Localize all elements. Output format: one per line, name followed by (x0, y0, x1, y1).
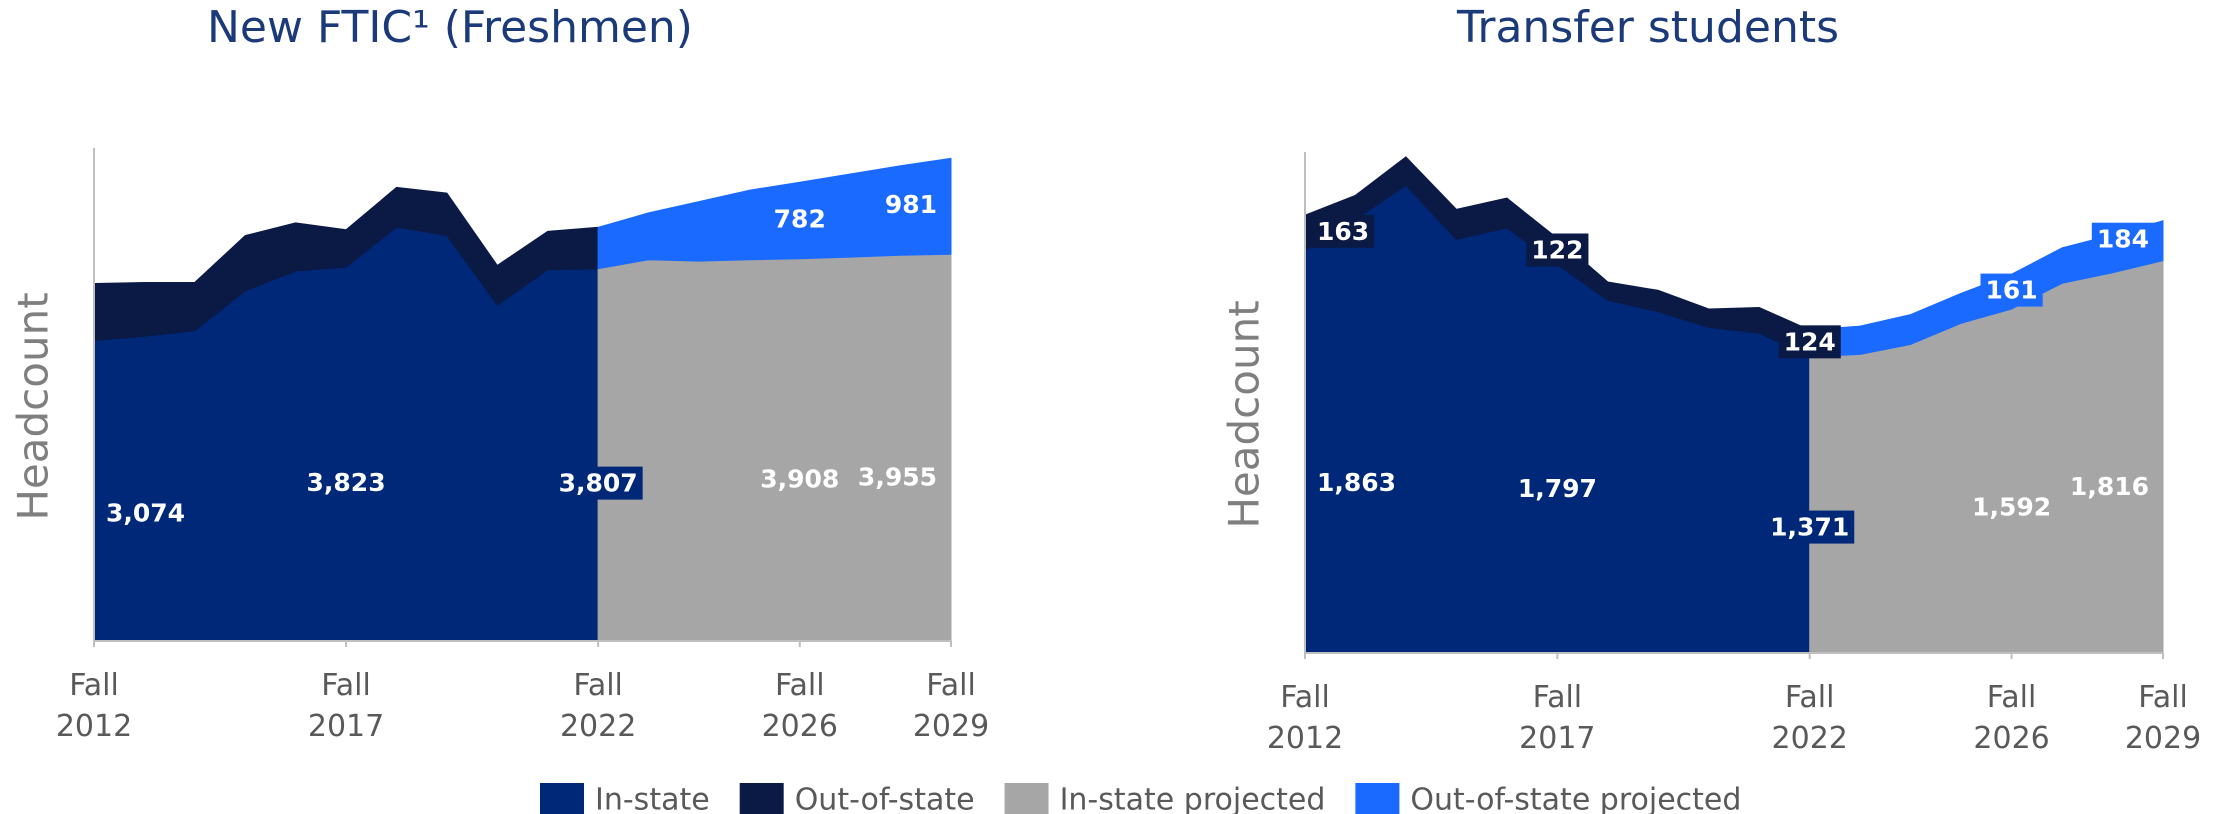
y-axis-label: Headcount (9, 292, 58, 520)
data-label-text: 981 (885, 190, 937, 219)
data-label-bg (1980, 273, 2043, 307)
data-label-bg (553, 466, 643, 500)
data-label-text: 1,797 (1518, 474, 1597, 503)
data-label-text: 1,592 (1972, 493, 2051, 522)
legend-label: Out-of-state projected (1410, 783, 1741, 814)
legend-label: Out-of-state (795, 783, 975, 814)
x-tick-label: Fall 2026 (762, 668, 838, 744)
chart: New FTIC¹ (Freshmen) Headcount Fall 2012 Fal… (9, 2, 990, 744)
data-label-text: 184 (2097, 225, 2149, 254)
legend-label: In-state projected (1060, 783, 1326, 814)
data-label: 1,592 (1967, 490, 2057, 524)
data-label-bg (879, 188, 942, 222)
data-label: 782 (768, 202, 831, 236)
data-label-bg (1312, 214, 1375, 248)
data-label-text: 161 (1985, 276, 2037, 305)
data-label-bg (1967, 490, 2057, 524)
data-label-bg (1512, 471, 1602, 505)
legend-swatch (1355, 783, 1400, 814)
data-label: 122 (1526, 233, 1589, 267)
x-tick-label: Fall 2026 (1973, 680, 2049, 756)
data-label-text: 122 (1531, 236, 1583, 265)
data-label-bg (1765, 510, 1855, 544)
x-tick-label: Fall 2012 (56, 668, 132, 744)
area (597, 253, 952, 642)
data-label: 1,371 (1765, 510, 1855, 544)
y-axis-label: Headcount (1220, 300, 1269, 528)
x-tick-label: Fall 2017 (308, 668, 384, 744)
x-tick-label: Fall 2017 (1519, 680, 1595, 756)
data-label-bg (755, 462, 845, 496)
area (1809, 259, 2164, 654)
x-tick-label: Fall 2022 (560, 668, 636, 744)
legend: In-state Out-of-state In-state projected Ou… (540, 783, 1741, 814)
data-label-text: 3,074 (106, 499, 185, 528)
x-tick-label: Fall 2029 (2125, 680, 2201, 756)
data-label: 3,823 (301, 465, 391, 499)
x-tick-label: Fall 2029 (913, 668, 989, 744)
data-label-bg (1312, 465, 1402, 499)
data-label: 981 (879, 188, 942, 222)
data-label: 3,807 (553, 466, 643, 500)
data-label-text: 782 (774, 205, 826, 234)
data-label-text: 1,863 (1317, 468, 1396, 497)
data-label-text: 3,823 (307, 468, 386, 497)
chart-title: Transfer students (1456, 2, 1839, 53)
data-label: 3,908 (755, 462, 845, 496)
data-label: 1,797 (1512, 471, 1602, 505)
data-label-text: 3,908 (760, 464, 839, 493)
x-tick-label: Fall 2022 (1772, 680, 1848, 756)
data-label: 184 (2091, 222, 2154, 256)
data-label-text: 3,807 (559, 469, 638, 498)
data-label: 1,816 (2064, 470, 2154, 504)
data-label: 1,863 (1312, 465, 1402, 499)
chart: Transfer students Headcount Fall 2012 Fall 20… (1220, 2, 2202, 756)
data-label-text: 163 (1317, 217, 1369, 246)
data-label-text: 1,371 (1770, 513, 1849, 542)
data-label-bg (768, 202, 831, 236)
legend-swatch (739, 783, 784, 814)
legend-swatch (540, 783, 584, 814)
data-label-bg (1526, 233, 1589, 267)
data-label-text: 124 (1784, 327, 1836, 356)
data-label: 3,955 (852, 460, 942, 494)
data-label-bg (852, 460, 942, 494)
data-label-bg (2064, 470, 2154, 504)
legend-label: In-state (595, 783, 710, 814)
data-label-text: 1,816 (2070, 472, 2149, 501)
data-label-bg (1778, 325, 1841, 359)
data-label-bg (101, 496, 191, 530)
data-label-bg (2091, 222, 2154, 256)
data-label: 161 (1980, 273, 2043, 307)
chart-title: New FTIC¹ (Freshmen) (207, 2, 693, 53)
data-label-bg (301, 465, 391, 499)
data-label-text: 3,955 (858, 463, 937, 492)
data-label: 3,074 (101, 496, 191, 530)
data-label: 163 (1312, 214, 1375, 248)
legend-swatch (1004, 783, 1049, 814)
data-label: 124 (1778, 325, 1841, 359)
x-tick-label: Fall 2012 (1267, 680, 1343, 756)
